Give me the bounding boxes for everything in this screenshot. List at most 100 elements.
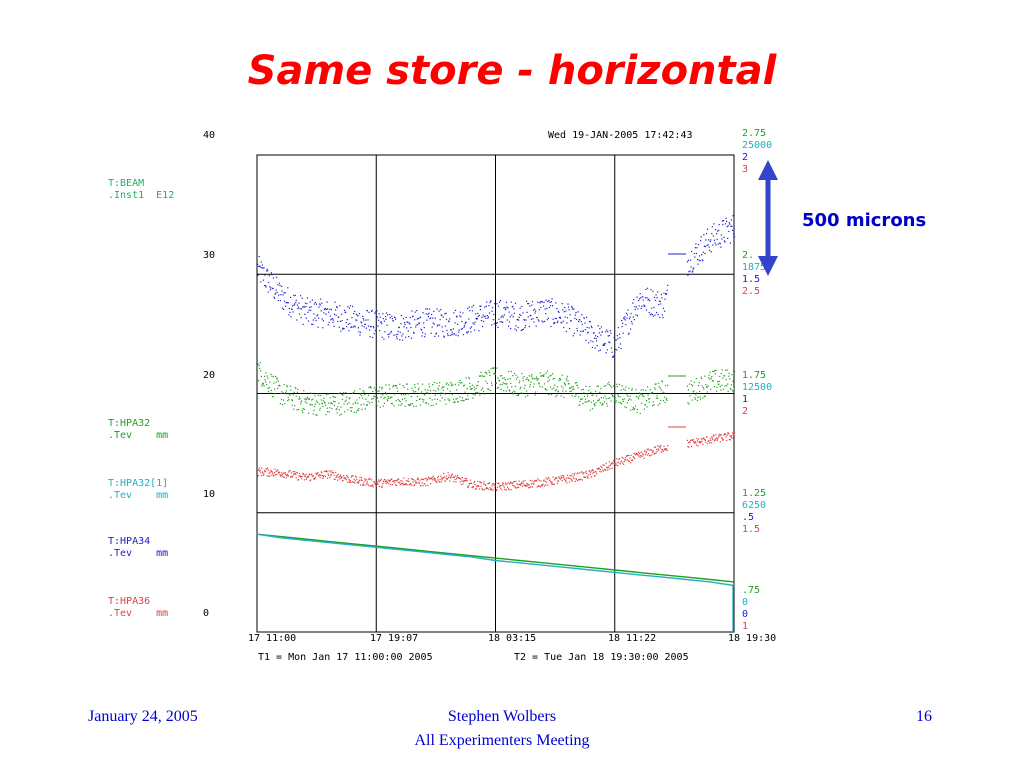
series-hpa32-point bbox=[553, 377, 555, 380]
series-beam-point bbox=[313, 303, 315, 305]
series-beam-point bbox=[697, 263, 699, 265]
series-hpa36-point bbox=[422, 485, 424, 487]
series-hpa32-point bbox=[554, 384, 556, 386]
series-hpa36-point bbox=[260, 472, 262, 474]
series-beam-point bbox=[458, 329, 460, 331]
series-beam-point bbox=[422, 312, 424, 314]
series-hpa32-point bbox=[582, 403, 584, 405]
series-hpa36-point bbox=[588, 474, 590, 476]
series-beam-point bbox=[642, 296, 644, 298]
series-hpa32-point bbox=[508, 389, 510, 391]
series-beam-point bbox=[405, 336, 407, 338]
series-hpa32-point bbox=[391, 396, 393, 398]
series-hpa32-point bbox=[283, 383, 285, 386]
series-hpa36-point bbox=[627, 454, 629, 457]
series-hpa36-point bbox=[371, 485, 373, 487]
series-hpa36-point bbox=[324, 471, 326, 473]
series-hpa36-point bbox=[475, 488, 477, 490]
series-beam-point bbox=[694, 256, 696, 258]
series-hpa32-point bbox=[494, 372, 496, 374]
series-hpa36-point bbox=[693, 441, 695, 443]
series-hpa36-point bbox=[302, 473, 304, 475]
series-beam-point bbox=[277, 284, 279, 286]
series-hpa32-point bbox=[698, 382, 700, 384]
series-beam-point bbox=[340, 313, 342, 315]
series-beam-point bbox=[734, 236, 736, 238]
series-beam-point bbox=[529, 305, 531, 307]
series-hpa32-point bbox=[526, 390, 528, 392]
series-hpa36-point bbox=[434, 479, 436, 481]
series-hpa32-point bbox=[585, 385, 587, 387]
series-hpa32-1-line bbox=[256, 533, 735, 583]
series-beam-point bbox=[403, 326, 405, 328]
series-hpa32-point bbox=[352, 392, 354, 394]
series-hpa32-point bbox=[441, 397, 443, 399]
series-beam-point bbox=[362, 318, 364, 320]
series-beam-point bbox=[297, 306, 300, 308]
series-hpa32-point bbox=[588, 389, 590, 392]
series-hpa32-point bbox=[364, 408, 366, 410]
series-hpa32-point bbox=[420, 392, 422, 394]
series-beam-point bbox=[730, 219, 732, 221]
series-hpa36-point bbox=[722, 439, 725, 441]
series-beam-point bbox=[279, 300, 281, 302]
series-hpa36-point bbox=[463, 480, 466, 482]
series-beam-point bbox=[690, 266, 692, 268]
series-hpa32-point bbox=[556, 394, 558, 396]
series-hpa32-point bbox=[437, 387, 439, 389]
series-hpa32-point bbox=[440, 392, 442, 394]
left-tick-30: 30 bbox=[203, 250, 216, 261]
series-hpa32-point bbox=[620, 389, 622, 391]
series-beam-point bbox=[581, 314, 583, 316]
series-beam-point bbox=[417, 317, 419, 320]
series-hpa32-point bbox=[272, 395, 274, 398]
series-beam-point bbox=[346, 319, 348, 321]
series-hpa32-point bbox=[624, 389, 626, 391]
series-hpa32-point bbox=[413, 405, 415, 407]
series-hpa32-point bbox=[702, 397, 704, 399]
series-hpa36-point bbox=[491, 485, 493, 487]
series-beam-point bbox=[283, 292, 285, 294]
series-beam-point bbox=[577, 311, 579, 313]
series-beam-point bbox=[656, 297, 658, 299]
series-beam-point bbox=[345, 322, 347, 324]
series-hpa32-point bbox=[524, 396, 527, 398]
series-hpa36-point bbox=[518, 480, 520, 482]
series-hpa32-point bbox=[414, 386, 416, 388]
series-hpa36-point bbox=[642, 453, 644, 455]
series-hpa32-point bbox=[645, 400, 648, 402]
series-beam-point bbox=[604, 342, 606, 345]
series-hpa32-point bbox=[279, 385, 281, 387]
series-hpa36-point bbox=[491, 489, 493, 491]
series-hpa36-point bbox=[586, 475, 588, 477]
series-beam-point bbox=[620, 347, 622, 350]
series-hpa36-point bbox=[382, 482, 384, 485]
series-hpa36-point bbox=[574, 472, 576, 474]
series-hpa36-point bbox=[507, 482, 509, 484]
series-hpa36-point bbox=[496, 486, 498, 488]
series-hpa36-point bbox=[730, 437, 732, 439]
series-beam-point bbox=[315, 303, 318, 305]
series-beam-point bbox=[473, 323, 475, 325]
series-hpa32-point bbox=[362, 397, 364, 399]
series-hpa36-point bbox=[434, 478, 436, 480]
series-beam-point bbox=[387, 334, 389, 336]
series-beam-point bbox=[631, 323, 633, 325]
series-beam-point bbox=[307, 320, 310, 322]
series-hpa36-point bbox=[580, 478, 582, 480]
series-beam-point bbox=[720, 246, 722, 248]
series-hpa36-point bbox=[644, 454, 647, 456]
series-hpa36-point bbox=[510, 481, 512, 483]
series-hpa32-point bbox=[542, 374, 544, 376]
series-hpa32-point bbox=[525, 378, 527, 380]
series-hpa32-point bbox=[462, 385, 465, 387]
series-beam-point bbox=[543, 301, 545, 303]
series-hpa32-point bbox=[326, 407, 328, 409]
series-hpa32-point bbox=[432, 384, 434, 386]
series-beam-point bbox=[472, 304, 475, 306]
series-hpa36-point bbox=[566, 474, 569, 476]
series-beam-point bbox=[649, 300, 651, 302]
series-beam-point bbox=[399, 331, 401, 333]
series-hpa32-point bbox=[726, 385, 728, 387]
series-hpa32-point bbox=[400, 394, 402, 396]
